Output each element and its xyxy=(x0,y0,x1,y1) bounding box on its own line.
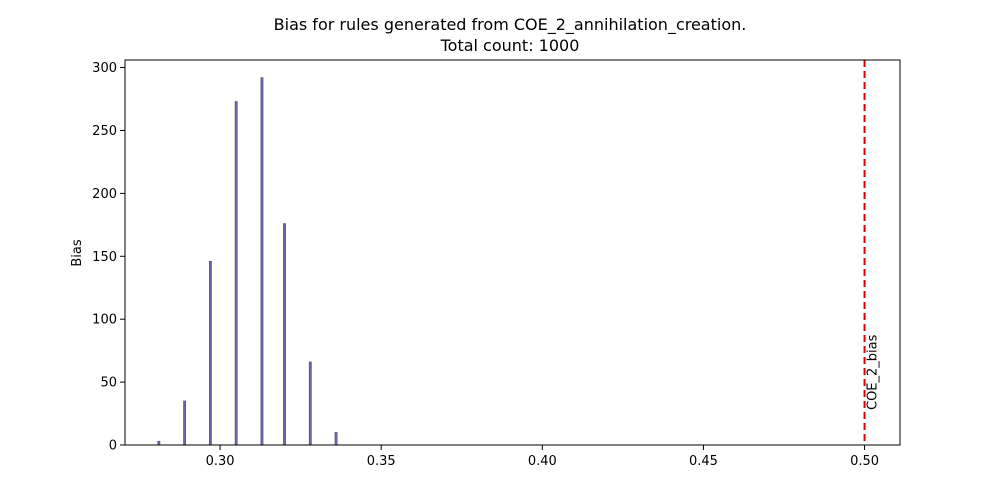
histogram-bar-5 xyxy=(283,223,286,446)
chart-subtitle: Total count: 1000 xyxy=(440,36,580,55)
y-tick-label-0: 0 xyxy=(109,439,117,454)
x-tick-label-3: 0.45 xyxy=(689,454,718,469)
histogram-bar-2 xyxy=(209,261,212,446)
x-tick-label-1: 0.35 xyxy=(367,454,396,469)
histogram-bar-6 xyxy=(308,361,312,446)
reference-line-label: COE_2_bias xyxy=(866,334,881,410)
histogram-bar-0 xyxy=(157,440,161,446)
y-tick-label-4: 200 xyxy=(92,187,117,202)
y-tick-label-5: 250 xyxy=(92,124,117,139)
plot-area: COE_2_bias 0.30 0.35 0.40 0.45 0.50 0 50 100 150 2… xyxy=(92,59,901,469)
histogram-bar-4 xyxy=(260,77,264,446)
y-tick-label-2: 100 xyxy=(92,313,117,328)
plot-frame xyxy=(124,59,901,446)
y-tick-label-3: 150 xyxy=(92,250,117,265)
y-tick-label-6: 300 xyxy=(92,61,117,76)
histogram-bar-7 xyxy=(334,432,338,446)
histogram-bar-1 xyxy=(183,400,187,446)
chart-title: Bias for rules generated from COE_2_anni… xyxy=(274,15,747,35)
histogram-bar-3 xyxy=(234,101,238,446)
x-tick-label-4: 0.50 xyxy=(850,454,879,469)
x-tick-label-2: 0.40 xyxy=(528,454,557,469)
y-tick-label-1: 50 xyxy=(100,376,117,391)
x-tick-label-0: 0.30 xyxy=(206,454,235,469)
y-axis-label: Bias xyxy=(70,239,85,266)
